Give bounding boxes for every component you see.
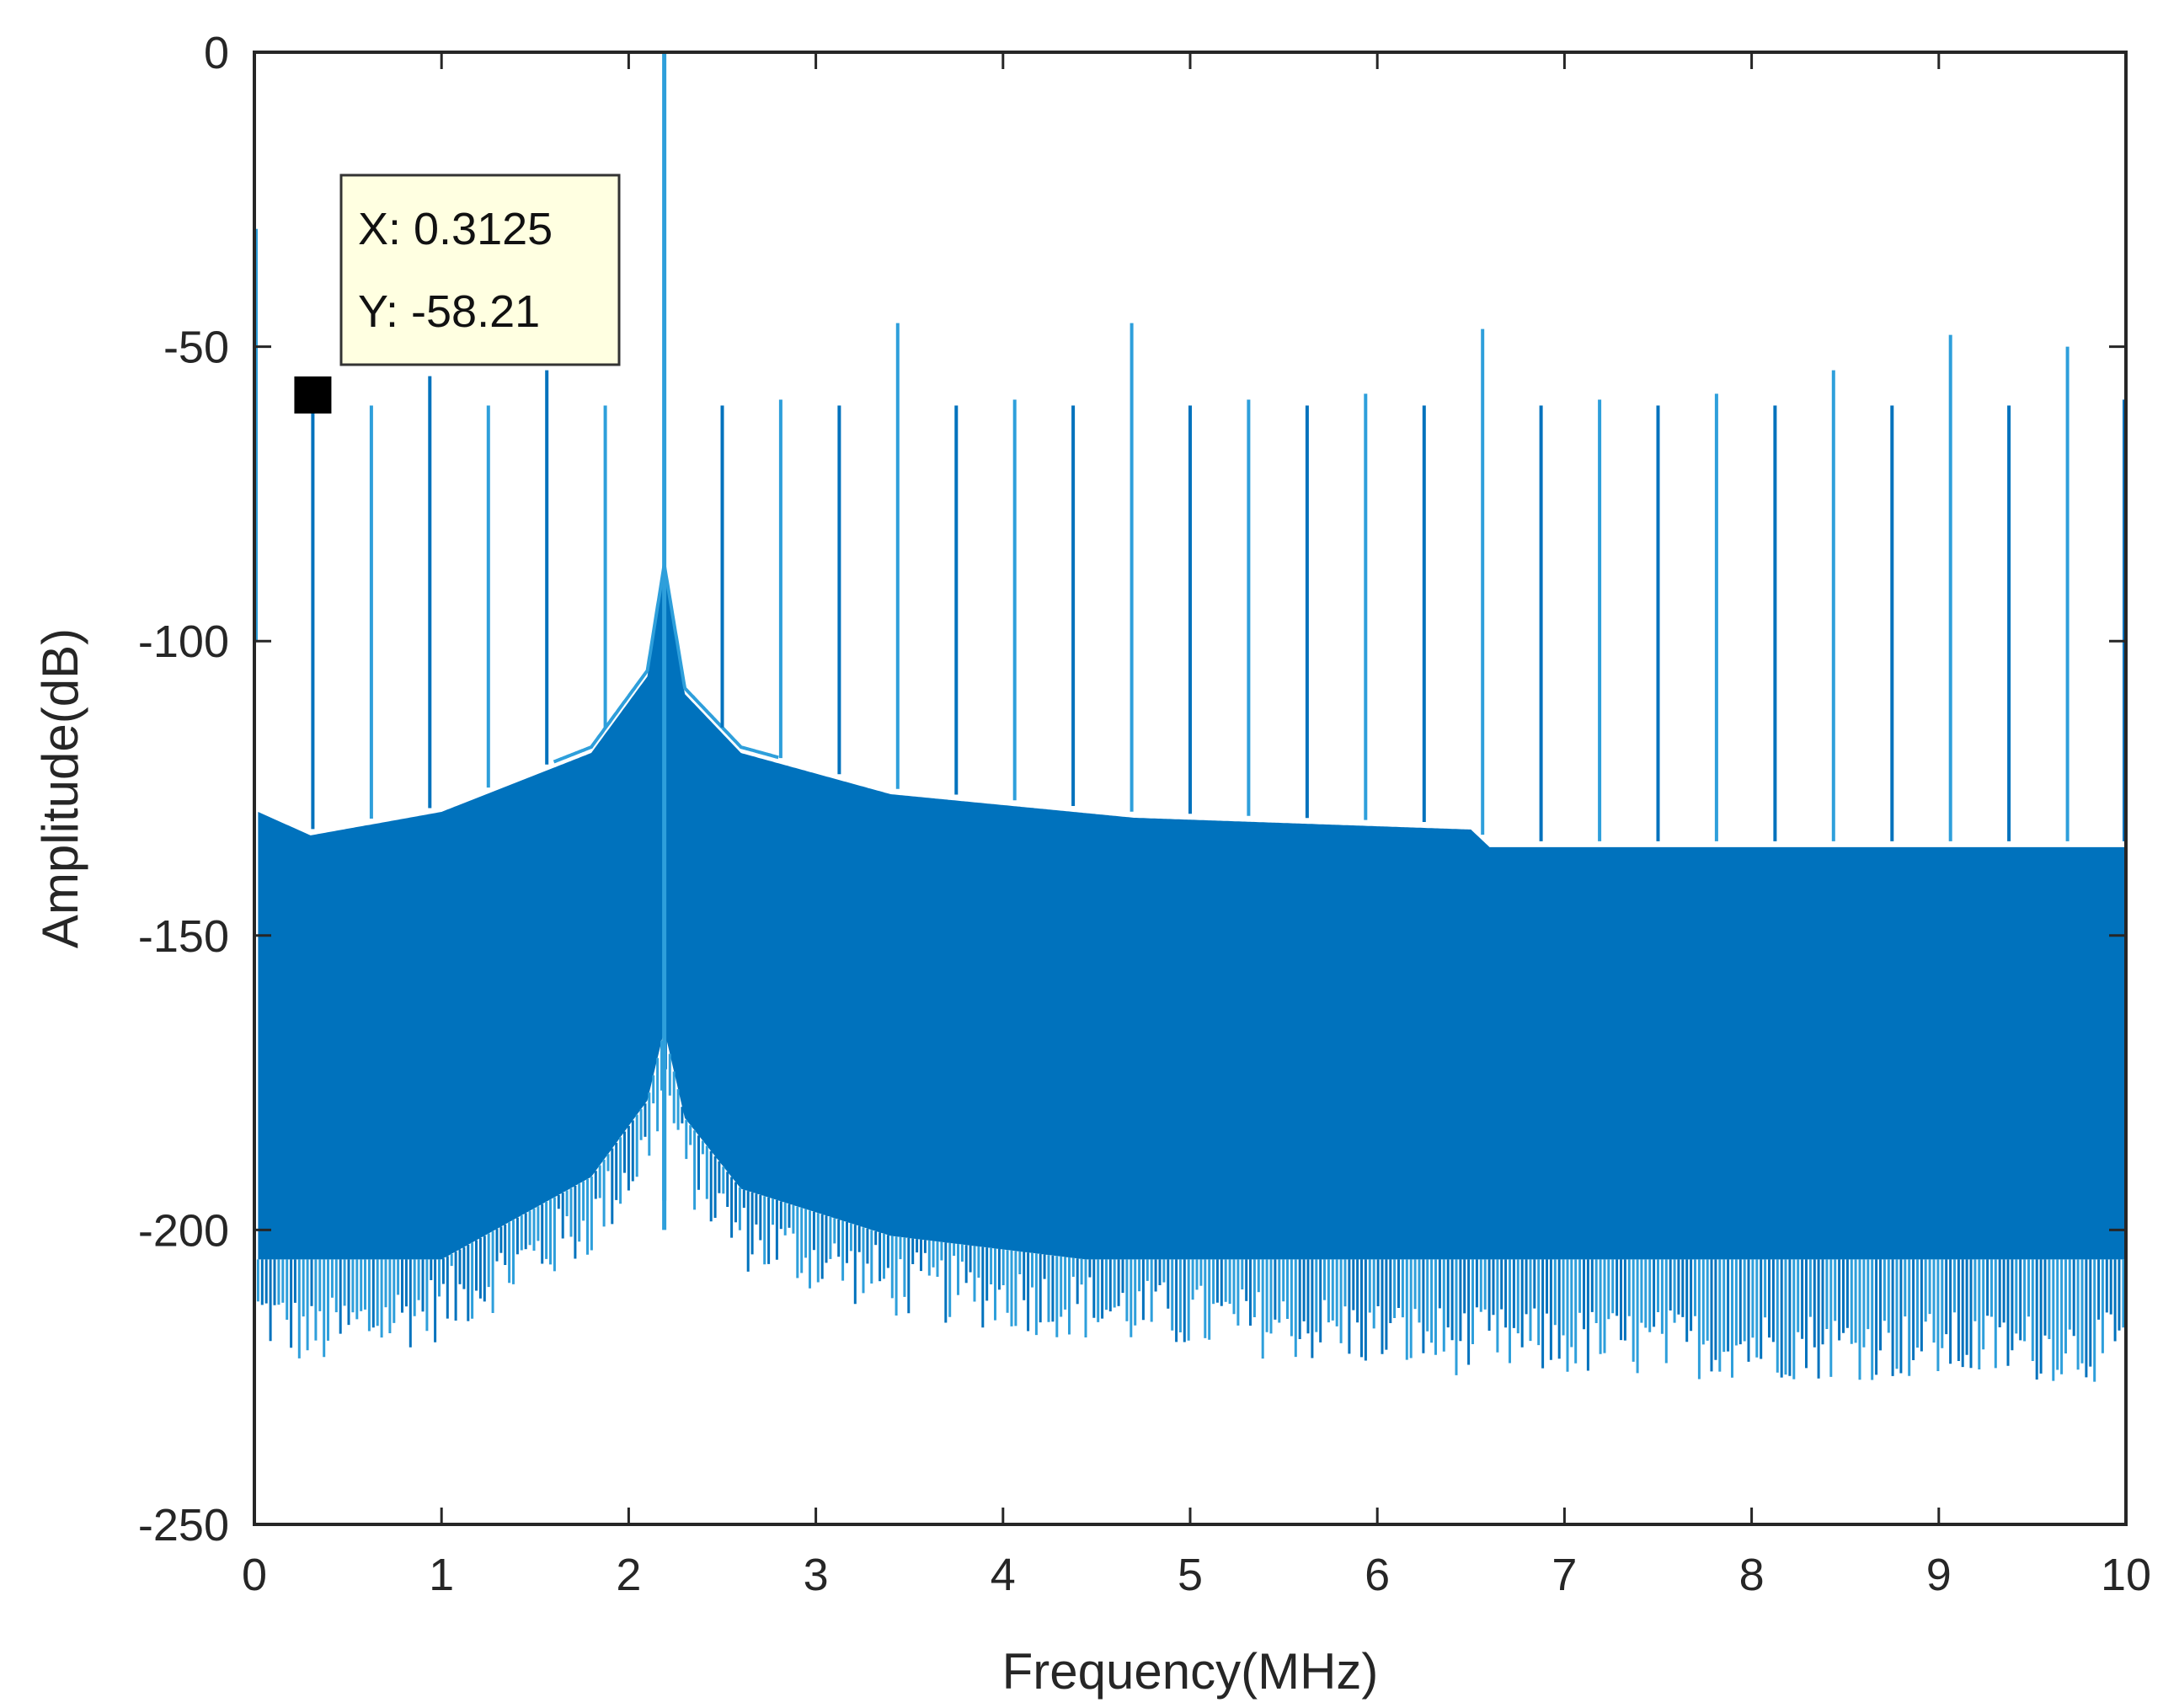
plot-area — [254, 54, 2126, 1382]
x-tick-label: 1 — [429, 1550, 454, 1600]
y-axis-label: Amplitude(dB) — [32, 628, 88, 948]
x-tick-label: 3 — [804, 1550, 829, 1600]
y-tick-label: -150 — [138, 911, 229, 962]
x-tick-label: 9 — [1926, 1550, 1952, 1600]
axis-ticks — [253, 51, 2128, 1526]
x-axis-label: Frequency(MHz) — [1002, 1643, 1379, 1700]
y-tick-label: -100 — [138, 616, 229, 667]
x-tick-label: 8 — [1739, 1550, 1765, 1600]
y-tick-label: -250 — [138, 1500, 229, 1551]
y-tick-label: -50 — [163, 323, 229, 373]
y-tick-label: -200 — [138, 1205, 229, 1256]
tick-labels: 0 1 2 3 4 5 6 7 8 9 10 0 -50 -100 -150 -200 -250 — [138, 28, 2151, 1600]
spectrum-series — [254, 54, 2126, 1382]
y-tick-label: 0 — [204, 28, 229, 78]
x-tick-label: 0 — [242, 1550, 267, 1600]
data-tip-box — [339, 173, 621, 366]
data-tip-y-text: Y: -58.21 — [358, 286, 540, 337]
x-tick-label: 7 — [1551, 1550, 1577, 1600]
x-tick-label: 2 — [616, 1550, 641, 1600]
x-tick-label: 10 — [2101, 1550, 2151, 1600]
data-tip-marker[interactable] — [294, 376, 332, 414]
x-tick-label: 6 — [1365, 1550, 1390, 1600]
data-tip-x-text: X: 0.3125 — [358, 204, 553, 254]
x-tick-label: 4 — [991, 1550, 1016, 1600]
noise-lower-spikes — [256, 1036, 2125, 1382]
data-tip[interactable]: X: 0.3125 Y: -58.21 — [294, 173, 621, 414]
x-tick-label: 5 — [1178, 1550, 1203, 1600]
noise-band — [258, 570, 2126, 1260]
